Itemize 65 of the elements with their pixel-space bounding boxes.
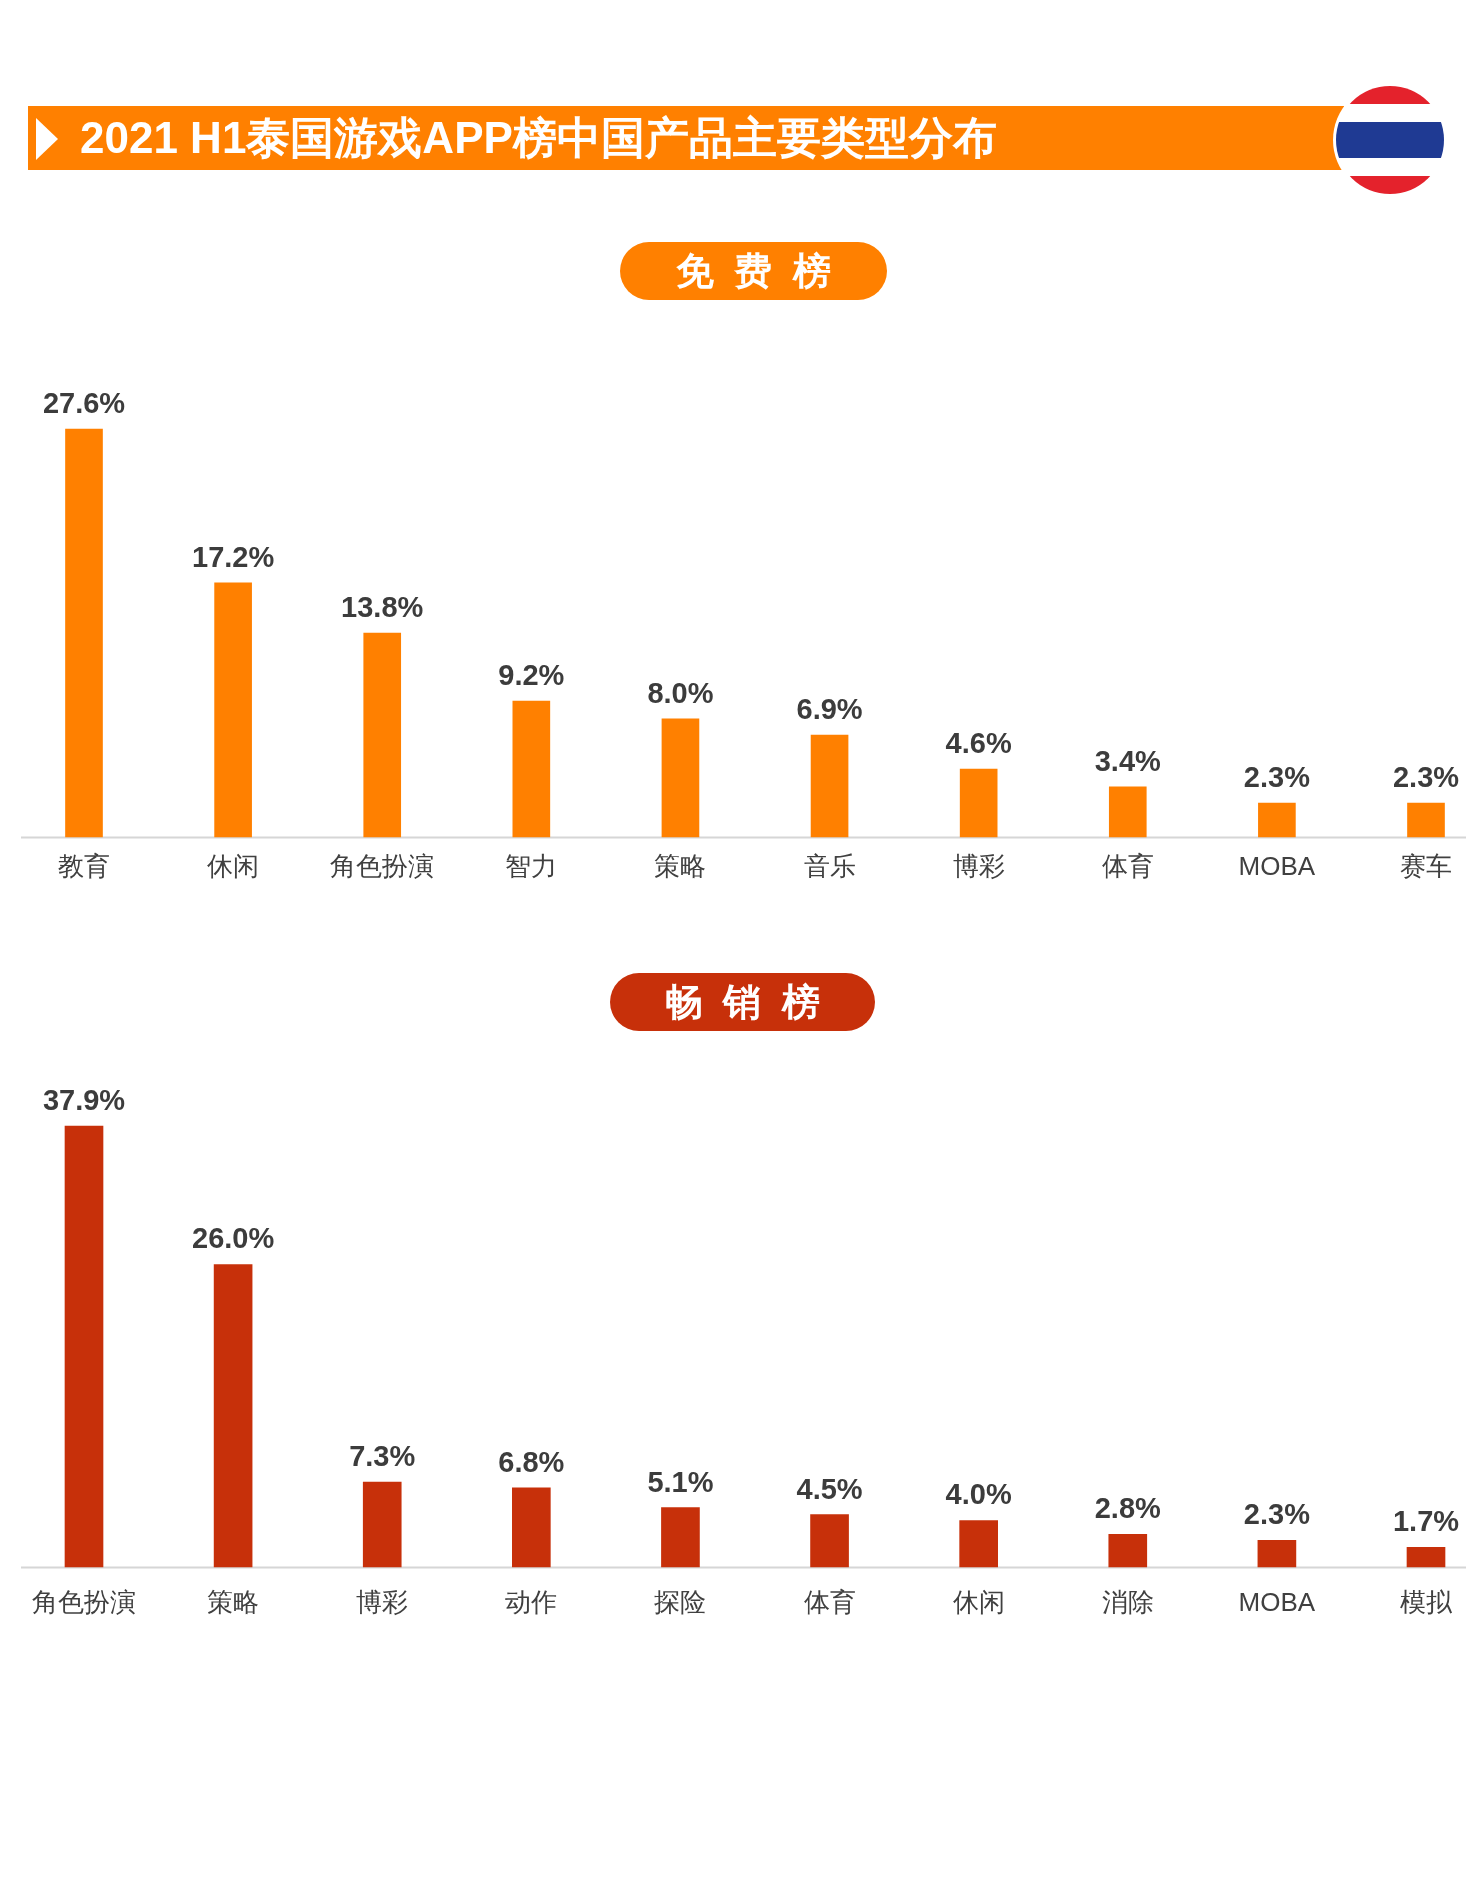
data-label: 37.9%: [42, 1084, 126, 1116]
data-label: 4.5%: [796, 1472, 863, 1505]
bar: [512, 1487, 551, 1568]
bar: [959, 768, 998, 838]
pill-badge: 免费榜: [620, 242, 887, 300]
data-label: 27.6%: [42, 387, 126, 419]
bar: [1407, 802, 1445, 838]
data-label: 6.8%: [498, 1445, 565, 1478]
data-label: 7.3%: [349, 1440, 416, 1473]
bar: [1258, 802, 1296, 838]
data-label: 17.2%: [191, 540, 275, 573]
x-tick-label: 休闲: [952, 1586, 1005, 1617]
x-tick-label: 博彩: [356, 1586, 409, 1617]
bar: [959, 1520, 998, 1568]
data-label: 2.3%: [1392, 761, 1460, 793]
data-label: 4.6%: [945, 727, 1012, 759]
x-tick-label: 模拟: [1400, 1586, 1453, 1617]
x-tick-label: 音乐: [803, 850, 856, 881]
data-label: 9.2%: [498, 659, 565, 691]
data-label: 13.8%: [341, 591, 424, 623]
x-tick-label: 休闲: [207, 850, 260, 881]
bar: [64, 1125, 104, 1568]
data-label: 2.8%: [1094, 1492, 1162, 1525]
bar: [1406, 1546, 1446, 1568]
data-label: 2.3%: [1243, 1498, 1311, 1531]
bar: [1108, 786, 1147, 838]
bar: [65, 428, 103, 838]
data-label: 5.1%: [647, 1465, 714, 1498]
x-tick-label: 消除: [1101, 1586, 1154, 1617]
data-label: 4.0%: [945, 1478, 1012, 1511]
bar: [214, 582, 252, 838]
data-label: 2.3%: [1243, 761, 1311, 793]
x-tick-label: MOBA: [1238, 1586, 1316, 1617]
x-tick-label: 智力: [505, 850, 558, 881]
bar: [363, 632, 402, 838]
x-tick-label: 体育: [803, 1586, 856, 1617]
data-label: 1.7%: [1392, 1505, 1460, 1538]
chart-subtitle: 免费榜: [674, 250, 853, 292]
data-label: 6.9%: [796, 693, 863, 725]
x-tick-label: MOBA: [1238, 850, 1316, 881]
bar: [512, 700, 551, 838]
data-label: 8.0%: [647, 676, 714, 709]
pill-badge: 畅销榜: [610, 973, 875, 1031]
x-tick-label: 策略: [207, 1586, 260, 1617]
bar: [810, 734, 849, 838]
bar: [810, 1514, 849, 1568]
bar: [661, 1507, 700, 1568]
bar: [1257, 1539, 1297, 1568]
bar: [661, 718, 700, 838]
chart-subtitle: 畅销榜: [663, 981, 842, 1023]
x-tick-label: 策略: [654, 850, 707, 881]
x-tick-label: 探险: [654, 1586, 707, 1617]
bar: [362, 1481, 402, 1568]
x-tick-label: 角色扮演: [32, 1586, 136, 1617]
bar: [1108, 1534, 1148, 1568]
chart-title: 2021 H1泰国游戏APP榜中国产品主要类型分布: [80, 112, 997, 164]
data-label: 3.4%: [1094, 744, 1162, 777]
x-tick-label: 博彩: [952, 850, 1005, 881]
x-tick-label: 赛车: [1400, 850, 1452, 881]
x-tick-label: 教育: [58, 850, 110, 881]
bar: [213, 1264, 253, 1568]
x-tick-label: 体育: [1101, 850, 1154, 881]
data-label: 26.0%: [191, 1222, 275, 1255]
x-tick-label: 动作: [505, 1586, 558, 1617]
x-tick-label: 角色扮演: [330, 850, 435, 881]
